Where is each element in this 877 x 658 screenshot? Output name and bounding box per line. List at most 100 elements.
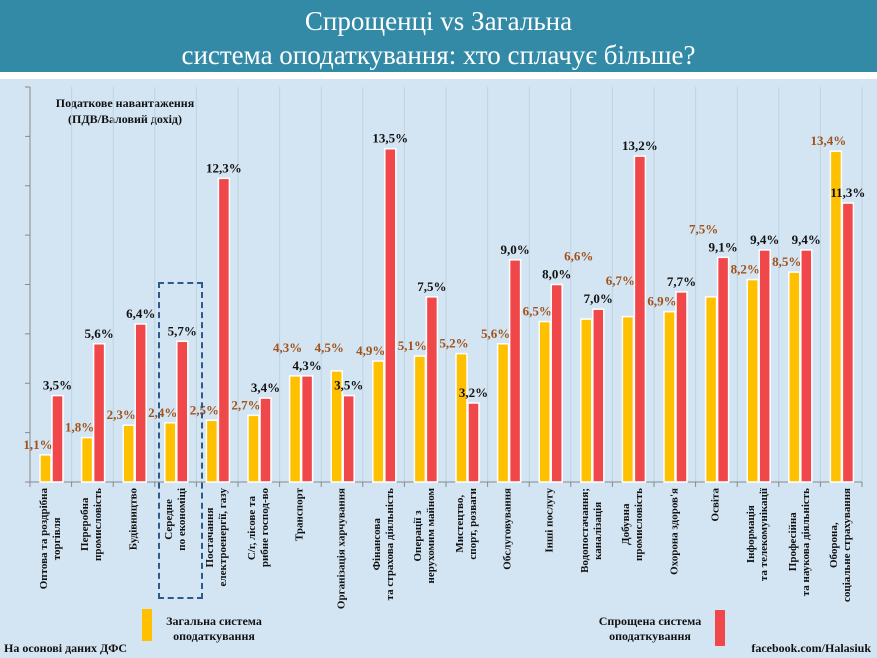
data-label-general: 6,6% bbox=[564, 249, 593, 264]
x-tick-label-line: Обслуговування bbox=[501, 488, 514, 570]
x-tick-label: Охорона здоров'я bbox=[668, 488, 681, 575]
title-line-2: система оподаткування: хто сплачує більш… bbox=[181, 40, 696, 70]
data-label-simplified: 9,0% bbox=[500, 242, 529, 257]
legend-swatch-simplified bbox=[715, 610, 725, 646]
x-tick-label: Обслуговування bbox=[502, 488, 515, 570]
banner-divider bbox=[0, 72, 877, 79]
bar-general bbox=[455, 352, 468, 483]
bar-general bbox=[247, 414, 260, 483]
x-tick-label-line: Мистецтво, bbox=[453, 494, 466, 553]
data-label-simplified: 12,3% bbox=[206, 160, 242, 175]
bar-general bbox=[704, 296, 718, 483]
x-tick-label-line: С/г, лісове та bbox=[245, 495, 258, 560]
legend-simplified-line-2: оподаткування bbox=[609, 629, 691, 643]
x-tick-label: Постачання електроенергії, газу bbox=[204, 488, 230, 586]
x-tick-label: Водопостачання; каналізація bbox=[579, 488, 605, 573]
x-tick-label-line: Охорона здоров'я bbox=[668, 488, 681, 575]
data-label-simplified: 9,4% bbox=[792, 232, 821, 247]
x-tick-label-line: Освіта bbox=[709, 488, 722, 522]
bar-simplified bbox=[508, 259, 522, 483]
x-tick-label-line: Інформація bbox=[745, 505, 757, 564]
bar-simplified bbox=[467, 402, 480, 483]
data-label-simplified: 3,5% bbox=[334, 378, 363, 393]
data-label-general: 6,7% bbox=[606, 273, 635, 288]
x-tick-label: Оптова та роздрібна торгівля bbox=[38, 488, 64, 589]
data-label-simplified: 4,3% bbox=[292, 358, 321, 373]
data-label-general: 8,5% bbox=[772, 254, 801, 269]
bar-general bbox=[413, 355, 427, 483]
x-tick-label-line: Організація харчування bbox=[335, 488, 348, 610]
bar-general bbox=[80, 436, 94, 483]
x-tick-label-line: Фінансова bbox=[370, 518, 383, 571]
data-label-simplified: 6,4% bbox=[126, 306, 155, 321]
bar-general bbox=[788, 271, 801, 483]
x-tick-label-line: Оборона, bbox=[828, 522, 841, 568]
data-label-simplified: 3,4% bbox=[251, 380, 280, 395]
data-label-simplified: 13,2% bbox=[622, 138, 658, 153]
data-label-simplified: 3,2% bbox=[459, 385, 488, 400]
data-label-general: 1,1% bbox=[23, 437, 52, 452]
title-banner: Спрощенці vs Загальна система оподаткува… bbox=[0, 0, 877, 72]
bar-simplified bbox=[758, 249, 771, 483]
bar-simplified bbox=[92, 343, 106, 483]
data-label-general: 5,1% bbox=[398, 338, 427, 353]
x-tick-label-line: Добувна bbox=[620, 503, 633, 546]
legend-general-line-1: Загальна система bbox=[166, 614, 262, 628]
legend-simplified-line-1: Спрощена система bbox=[598, 614, 702, 628]
x-tick-label-line: Постачання bbox=[204, 507, 217, 568]
y-axis-title-line-2: (ПДВ/Валовий дохід) bbox=[68, 112, 182, 126]
data-label-simplified: 8,0% bbox=[542, 267, 571, 282]
x-tick-label-line: нерухомим майном bbox=[425, 488, 438, 584]
data-label-simplified: 5,6% bbox=[84, 326, 113, 341]
x-tick-label-line: та страхова діяльність bbox=[383, 488, 396, 601]
x-tick-label: Будівництво bbox=[128, 488, 141, 550]
bar-general bbox=[39, 454, 52, 483]
bar-general bbox=[122, 424, 135, 483]
data-label-general: 1,8% bbox=[65, 420, 94, 435]
bar-general bbox=[372, 360, 385, 483]
x-tick-label: Організація харчування bbox=[336, 488, 349, 609]
data-label-simplified: 3,5% bbox=[43, 378, 72, 393]
bar-simplified bbox=[259, 397, 272, 483]
x-tick-label-line: Водопостачання; bbox=[578, 488, 591, 573]
x-tick-label-line: Будівництво bbox=[127, 488, 140, 551]
data-label-general: 13,4% bbox=[811, 133, 847, 148]
y-axis-title: Податкове навантаження (ПДВ/Валовий дохі… bbox=[30, 95, 220, 127]
x-tick-label-line: рибне господ-во bbox=[258, 488, 271, 568]
bar-simplified bbox=[300, 375, 314, 483]
legend-label-general: Загальна система оподаткування bbox=[158, 614, 270, 644]
data-label-general: 6,5% bbox=[523, 304, 552, 319]
bar-simplified bbox=[592, 308, 605, 483]
data-label-general: 5,6% bbox=[481, 326, 510, 341]
y-axis-title-line-1: Податкове навантаження bbox=[55, 96, 195, 110]
bar-general bbox=[288, 375, 302, 483]
bar-simplified bbox=[176, 340, 189, 483]
bar-general bbox=[330, 370, 343, 483]
data-label-general: 5,2% bbox=[439, 336, 468, 351]
legend-general-line-2: оподаткування bbox=[173, 629, 255, 643]
x-tick-label: Добувна промисловість bbox=[620, 488, 646, 561]
x-tick-label-line: каналізація bbox=[591, 501, 604, 560]
x-tick-label-line: та телекомунікації bbox=[758, 488, 770, 582]
credit-link[interactable]: facebook.com/Halasiuk bbox=[751, 641, 871, 655]
data-label-simplified: 7,7% bbox=[667, 274, 696, 289]
x-tick-label-line: електроенергії, газу bbox=[217, 488, 230, 587]
x-tick-label-line: Транспорт bbox=[293, 488, 306, 541]
bar-simplified bbox=[384, 147, 397, 483]
x-tick-label: Транспорт bbox=[294, 488, 307, 541]
bar-simplified bbox=[51, 394, 64, 483]
x-tick-label-line: промисловість bbox=[633, 488, 646, 561]
bar-simplified bbox=[716, 256, 730, 483]
data-label-simplified: 9,4% bbox=[750, 232, 779, 247]
data-label-simplified: 9,1% bbox=[708, 239, 737, 254]
bar-general bbox=[621, 315, 635, 483]
x-tick-label-line: спорт, розваги bbox=[466, 488, 479, 560]
data-label-simplified: 5,7% bbox=[168, 323, 197, 338]
bar-simplified bbox=[800, 249, 813, 483]
bar-general bbox=[538, 320, 551, 483]
bar-simplified bbox=[841, 202, 855, 483]
bar-simplified bbox=[425, 296, 439, 483]
x-tick-label: Переробна промисловість bbox=[79, 488, 105, 561]
x-tick-label: Оборона, соціальне страхування bbox=[828, 488, 854, 602]
